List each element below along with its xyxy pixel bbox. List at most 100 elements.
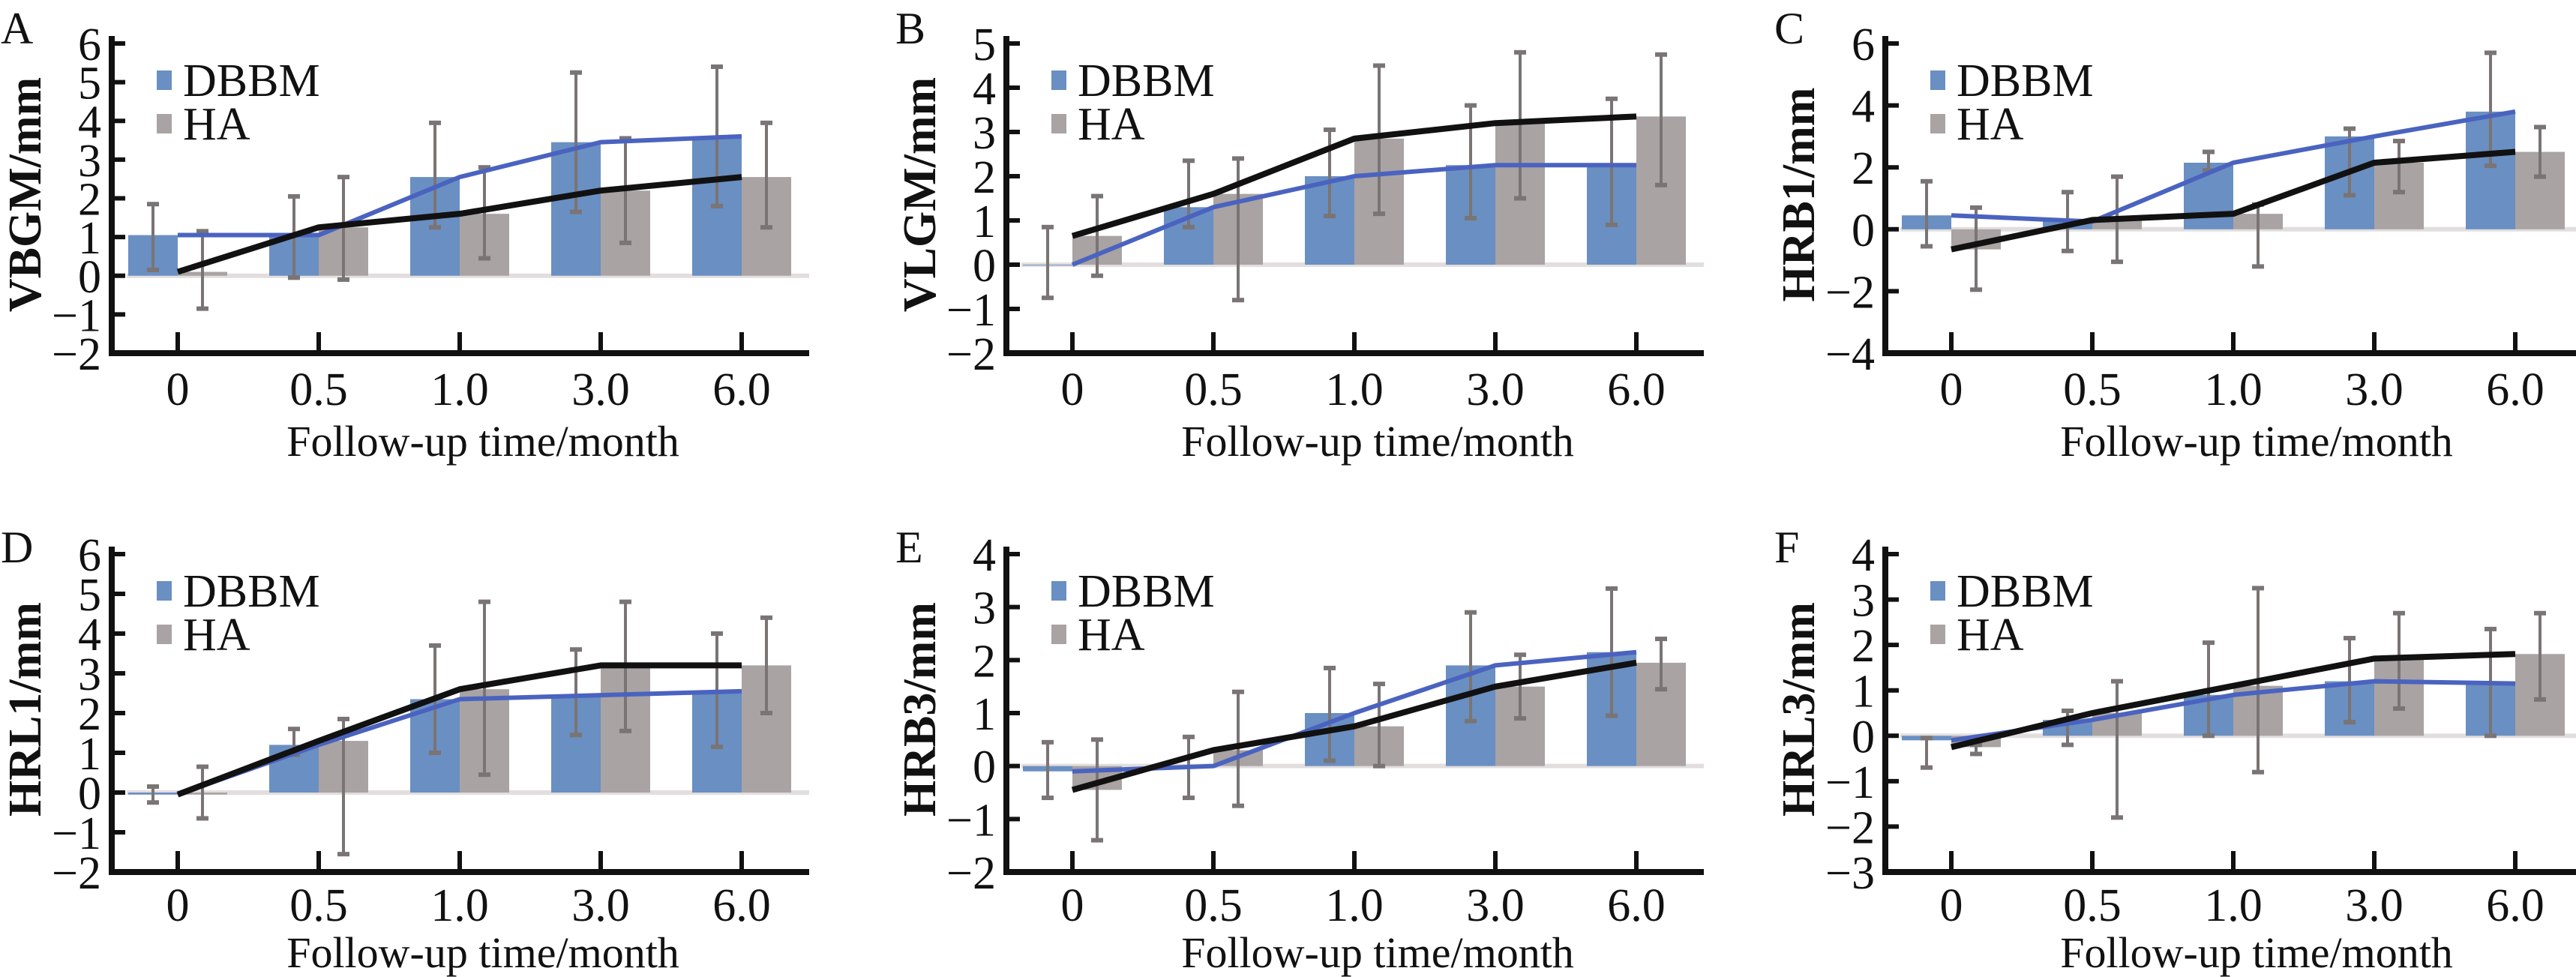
legend-swatch-ha	[157, 625, 172, 644]
legend-label-dbbm: DBBM	[1078, 566, 1215, 617]
panel-letter: A	[1, 4, 33, 53]
y-tick-label: 2	[973, 636, 996, 687]
error-bar-ha-3.0	[1514, 652, 1526, 721]
error-bar-dbbm-3.0	[570, 647, 582, 738]
legend-swatch-dbbm	[157, 581, 172, 601]
legend-swatch-ha	[1051, 114, 1066, 133]
error-bar-dbbm-0	[1042, 739, 1054, 801]
trend-line-dbbm	[1951, 109, 2516, 224]
error-bar-ha-1.0	[1373, 682, 1385, 769]
y-axis-label: HRL3/mm	[1774, 602, 1825, 817]
y-tick-label: 5	[78, 570, 101, 621]
panel-letter: C	[1774, 4, 1804, 53]
error-bar-ha-0	[196, 229, 208, 311]
x-tick-label: 1.0	[1325, 880, 1384, 931]
y-tick-label: 0	[78, 769, 101, 820]
error-bar-dbbm-0	[1042, 224, 1054, 301]
y-tick-label: −2	[946, 848, 996, 899]
y-tick-label: −1	[52, 290, 101, 341]
y-tick-label: 2	[78, 175, 101, 226]
x-tick-label: 3.0	[571, 880, 630, 931]
error-bar-dbbm-0	[1921, 736, 1933, 770]
y-tick-label: 3	[973, 583, 996, 634]
x-tick-label: 3.0	[1466, 880, 1525, 931]
y-tick-label: 1	[973, 196, 996, 247]
y-axis-label: HRL1/mm	[0, 602, 51, 817]
error-bar-ha-0	[1091, 737, 1103, 843]
x-tick-label: 1.0	[2204, 880, 2263, 931]
y-tick-label: 4	[973, 64, 996, 115]
y-tick-label: −2	[1825, 802, 1875, 853]
x-tick-label: 6.0	[712, 364, 771, 415]
x-tick-label: 0.5	[1184, 880, 1243, 931]
x-tick-label: 3.0	[2345, 364, 2404, 415]
y-tick-label: −4	[1825, 329, 1875, 380]
legend-label-dbbm: DBBM	[1078, 55, 1215, 106]
panel-c: C −4 −2 0 2 4 6 0 0.5 1.0 3.0 6.0 Follow-up time/mon…	[1774, 4, 2576, 466]
panel-letter: F	[1774, 523, 1799, 572]
x-axis-label: Follow-up time/month	[2060, 417, 2453, 466]
error-bar-ha-6.0	[2534, 124, 2546, 179]
trend-line-dbbm	[178, 133, 742, 238]
panel-letter: E	[895, 523, 923, 572]
y-tick-label: −2	[52, 329, 101, 380]
x-tick-label: 1.0	[2204, 364, 2263, 415]
x-tick-label: 6.0	[2486, 880, 2545, 931]
error-bar-dbbm-1.0	[1324, 665, 1336, 763]
x-tick-label: 1.0	[430, 880, 489, 931]
y-tick-label: 6	[78, 530, 101, 581]
error-bar-dbbm-3.0	[570, 70, 582, 214]
x-axis-label: Follow-up time/month	[1181, 417, 1574, 466]
x-axis-label: Follow-up time/month	[286, 417, 679, 466]
trend-line-ha	[1071, 659, 1637, 793]
error-bar-dbbm-0	[147, 202, 159, 273]
panel-letter: D	[1, 523, 33, 572]
trend-line-ha	[1071, 113, 1637, 239]
error-bar-dbbm-6.0	[1606, 586, 1618, 718]
error-bar-ha-1.0	[478, 165, 490, 261]
y-tick-label: 4	[1852, 82, 1875, 133]
trend-line-dbbm	[1071, 163, 1636, 267]
error-bar-ha-0	[1970, 742, 1982, 757]
y-axis-label: HRB3/mm	[895, 602, 946, 817]
error-bar-ha-6.0	[760, 615, 772, 715]
error-bar-ha-3.0	[2393, 139, 2405, 195]
legend-label-dbbm: DBBM	[183, 55, 320, 106]
y-tick-label: −2	[52, 848, 101, 899]
legend-swatch-dbbm	[1930, 70, 1945, 90]
error-bar-ha-3.0	[1514, 49, 1526, 201]
legend-label-ha: HA	[1078, 610, 1145, 661]
legend-label-ha: HA	[1957, 99, 2024, 150]
y-tick-label: 0	[78, 252, 101, 303]
y-tick-label: −1	[52, 808, 101, 859]
y-tick-label: −1	[946, 795, 996, 846]
x-tick-label: 0	[1061, 364, 1084, 415]
error-bar-dbbm-3.0	[2344, 636, 2356, 725]
error-bar-ha-6.0	[760, 120, 772, 230]
x-tick-label: 0.5	[2063, 364, 2122, 415]
y-tick-label: 4	[1852, 530, 1875, 581]
y-tick-label: 1	[78, 729, 101, 780]
legend-swatch-ha	[1930, 114, 1945, 133]
panel-letter: B	[895, 4, 925, 53]
legend-label-dbbm: DBBM	[1957, 55, 2094, 106]
x-tick-label: 6.0	[1607, 364, 1666, 415]
trend-line-ha	[1951, 148, 2516, 253]
legend-swatch-ha	[157, 114, 172, 133]
x-tick-label: 0.5	[289, 880, 348, 931]
y-axis-label: HRB1/mm	[1774, 88, 1825, 302]
y-tick-label: −1	[1825, 757, 1875, 808]
y-tick-label: 5	[973, 19, 996, 70]
error-bar-dbbm-6.0	[2485, 50, 2497, 169]
y-axis-label: VLGM/mm	[895, 77, 946, 312]
y-tick-label: −1	[946, 285, 996, 336]
legend-label-dbbm: DBBM	[1957, 566, 2094, 617]
error-bar-ha-3.0	[2393, 610, 2405, 711]
